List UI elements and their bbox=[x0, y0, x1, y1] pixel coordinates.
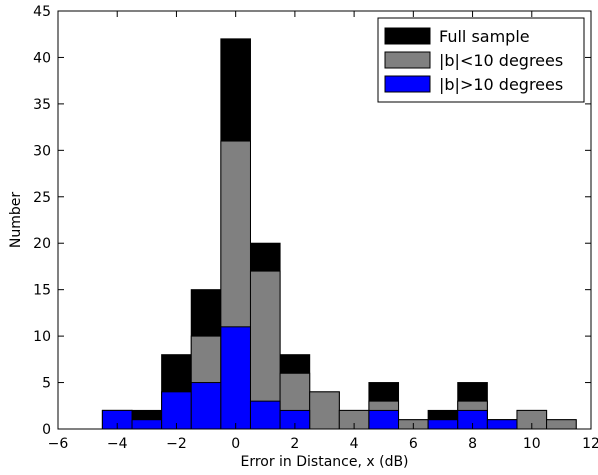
y-tick-label: 5 bbox=[42, 376, 51, 392]
bar-series2-bin12 bbox=[427, 419, 459, 430]
legend-label-full-sample: Full sample bbox=[439, 27, 530, 46]
bars-layer bbox=[101, 38, 577, 430]
legend-swatch-full-sample bbox=[384, 27, 431, 45]
x-tick-label: 12 bbox=[582, 436, 598, 452]
legend-swatch-high-latitude bbox=[384, 75, 431, 93]
legend-swatch-low-latitude bbox=[384, 51, 431, 69]
bar-series2-bin5 bbox=[220, 326, 251, 430]
x-tick-label: 10 bbox=[523, 436, 541, 452]
y-tick-label: 30 bbox=[33, 143, 51, 159]
legend: Full sample |b|<10 degrees |b|>10 degree… bbox=[377, 17, 585, 103]
y-tick-label: 15 bbox=[33, 283, 51, 299]
y-tick-label: 0 bbox=[42, 422, 51, 438]
x-tick-label: 0 bbox=[231, 436, 240, 452]
x-tick-label: −6 bbox=[48, 436, 69, 452]
bar-series2-bin14 bbox=[486, 419, 518, 430]
legend-label-low-latitude: |b|<10 degrees bbox=[439, 51, 563, 70]
plot-frame bbox=[57, 10, 592, 430]
y-tick-label: 20 bbox=[33, 236, 51, 252]
x-tick-label: −4 bbox=[107, 436, 128, 452]
x-tick-label: 2 bbox=[290, 436, 299, 452]
bar-series2-bin4 bbox=[190, 382, 222, 430]
y-tick-label: 45 bbox=[33, 4, 51, 20]
x-tick-label: 4 bbox=[350, 436, 359, 452]
x-tick-label: 6 bbox=[409, 436, 418, 452]
ticks-layer: −6 −4 −2 0 2 4 6 8 10 12 0 5 10 15 20 25 30 35 40 45 bbox=[33, 4, 598, 452]
y-tick-label: 40 bbox=[33, 50, 51, 66]
y-tick-label: 25 bbox=[33, 190, 51, 206]
bar-series1-bin16 bbox=[546, 419, 577, 430]
x-tick-label: −2 bbox=[166, 436, 187, 452]
legend-label-high-latitude: |b|>10 degrees bbox=[439, 75, 563, 94]
bar-series1-bin8 bbox=[309, 391, 340, 430]
bar-series2-bin3 bbox=[161, 391, 192, 430]
bar-series2-bin10 bbox=[368, 409, 400, 430]
y-tick-label: 10 bbox=[33, 329, 51, 345]
bar-series2-bin2 bbox=[131, 419, 163, 430]
y-axis-label: Number bbox=[8, 192, 24, 248]
y-tick-label: 35 bbox=[33, 97, 51, 113]
bar-series2-bin6 bbox=[249, 400, 281, 430]
x-tick-label: 8 bbox=[468, 436, 477, 452]
x-axis-label: Error in Distance, x (dB) bbox=[240, 454, 408, 470]
